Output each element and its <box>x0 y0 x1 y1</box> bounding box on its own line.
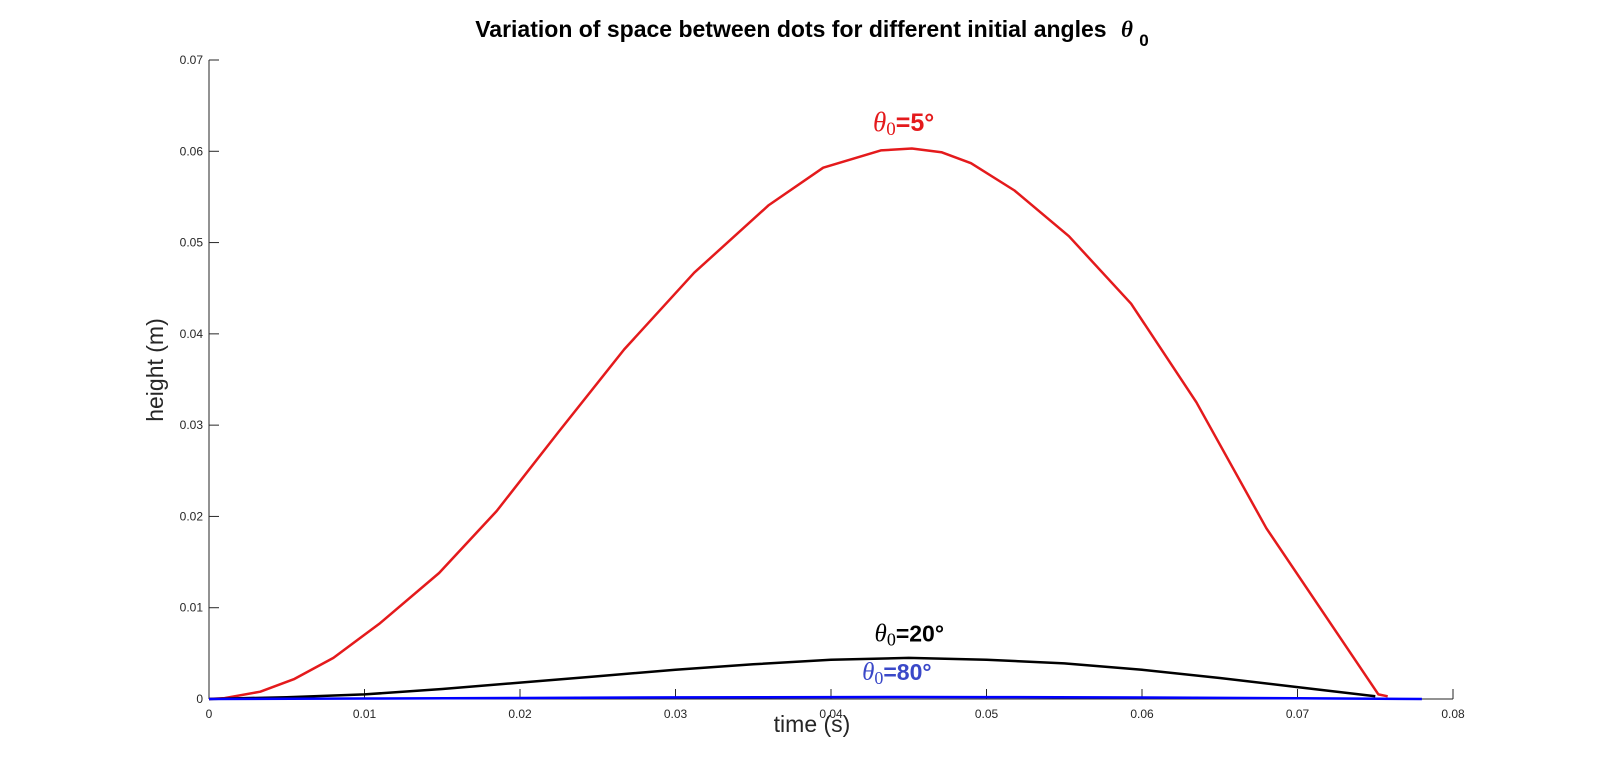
x-tick-label: 0.03 <box>664 707 688 721</box>
series-annotation-1: θ0=5° <box>873 107 934 140</box>
x-tick-label: 0.08 <box>1441 707 1465 721</box>
x-axis-ticks: 0 0.01 0.02 0.03 0.04 0.05 0.06 0.07 0.08 <box>206 689 1465 721</box>
series-line-3 <box>208 695 1422 701</box>
y-tick-label: 0 <box>196 692 203 706</box>
annotation-symbol: θ <box>862 659 874 686</box>
y-tick-label: 0.04 <box>180 327 204 341</box>
y-tick-label: 0.05 <box>180 236 204 250</box>
y-tick-label: 0.01 <box>180 601 204 615</box>
annotation-value: =5° <box>896 109 935 137</box>
y-tick-label: 0.06 <box>180 144 204 158</box>
series-layer <box>208 147 1422 701</box>
x-tick-label: 0.06 <box>1130 707 1154 721</box>
y-tick-label: 0.07 <box>180 53 204 67</box>
x-tick-label: 0.05 <box>975 707 999 721</box>
series-line-2 <box>208 656 1376 701</box>
x-tick-label: 0.01 <box>353 707 377 721</box>
x-tick-label: 0.07 <box>1286 707 1310 721</box>
y-axis-label: height (m) <box>142 318 168 422</box>
series-line-1 <box>208 147 1388 701</box>
annotation-value: =80° <box>883 659 931 685</box>
annotation-value: =20° <box>896 620 944 646</box>
annotation-symbol: θ <box>875 620 887 647</box>
chart-title-text: Variation of space between dots for diff… <box>475 16 1106 42</box>
x-tick-label: 0.04 <box>819 707 843 721</box>
annotation-layer: θ0=5°θ0=20°θ0=80° <box>862 107 944 688</box>
y-axis-ticks: 0 0.01 0.02 0.03 0.04 0.05 0.06 0.07 <box>180 53 219 706</box>
x-axis-label: time (s) <box>774 711 851 737</box>
series-annotation-2: θ0=20° <box>875 620 945 649</box>
chart-title: Variation of space between dots for diff… <box>475 16 1149 50</box>
chart-title-subscript: 0 <box>1139 31 1148 50</box>
annotation-subscript: 0 <box>874 668 883 688</box>
annotation-subscript: 0 <box>887 629 896 649</box>
annotation-symbol: θ <box>873 107 886 137</box>
chart-title-symbol: θ <box>1121 17 1133 42</box>
y-tick-label: 0.03 <box>180 418 204 432</box>
x-tick-label: 0.02 <box>508 707 532 721</box>
y-tick-label: 0.02 <box>180 509 204 523</box>
annotation-subscript: 0 <box>886 119 896 140</box>
axes-frame <box>208 60 1453 700</box>
x-tick-label: 0 <box>206 707 213 721</box>
series-annotation-3: θ0=80° <box>862 659 932 688</box>
